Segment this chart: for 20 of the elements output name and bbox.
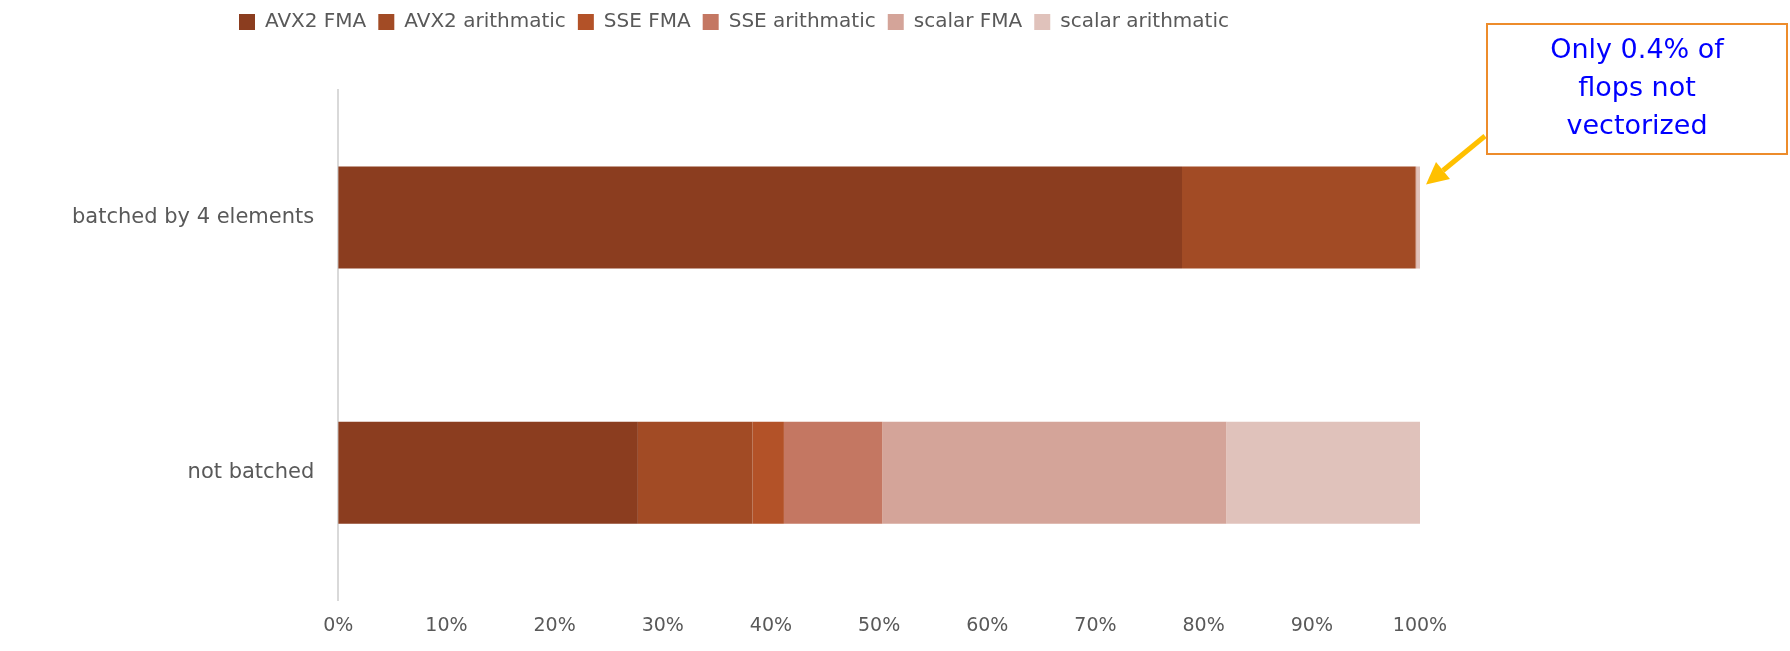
x-tick-label: 50% — [857, 612, 901, 635]
x-tick-label: 30% — [641, 612, 684, 635]
text: Only 0.4% of flops not vectorized — [1550, 33, 1726, 141]
x-tick-label: 40% — [749, 612, 793, 635]
legend-label: SSE FMA — [603, 8, 691, 33]
y-tick-label: not batched — [187, 459, 315, 484]
x-tick-label: 80% — [1182, 612, 1225, 635]
x-tick-label: 90% — [1290, 612, 1333, 635]
legend-label: scalar arithmatic — [1060, 8, 1230, 33]
x-tick-label: 60% — [966, 612, 1009, 635]
x-tick-label: 70% — [1074, 612, 1117, 635]
legend-label: AVX2 arithmatic — [404, 8, 566, 33]
legend-label: scalar FMA — [913, 8, 1023, 33]
x-tick-label: 10% — [425, 612, 468, 635]
y-tick-label: batched by 4 elements — [72, 204, 315, 228]
legend-label: AVX2 FMA — [264, 8, 367, 33]
legend-label: SSE arithmatic — [728, 8, 876, 33]
x-tick-label: 0% — [323, 612, 354, 635]
x-tick-label: 100% — [1392, 612, 1448, 635]
x-tick-label: 20% — [533, 612, 576, 635]
